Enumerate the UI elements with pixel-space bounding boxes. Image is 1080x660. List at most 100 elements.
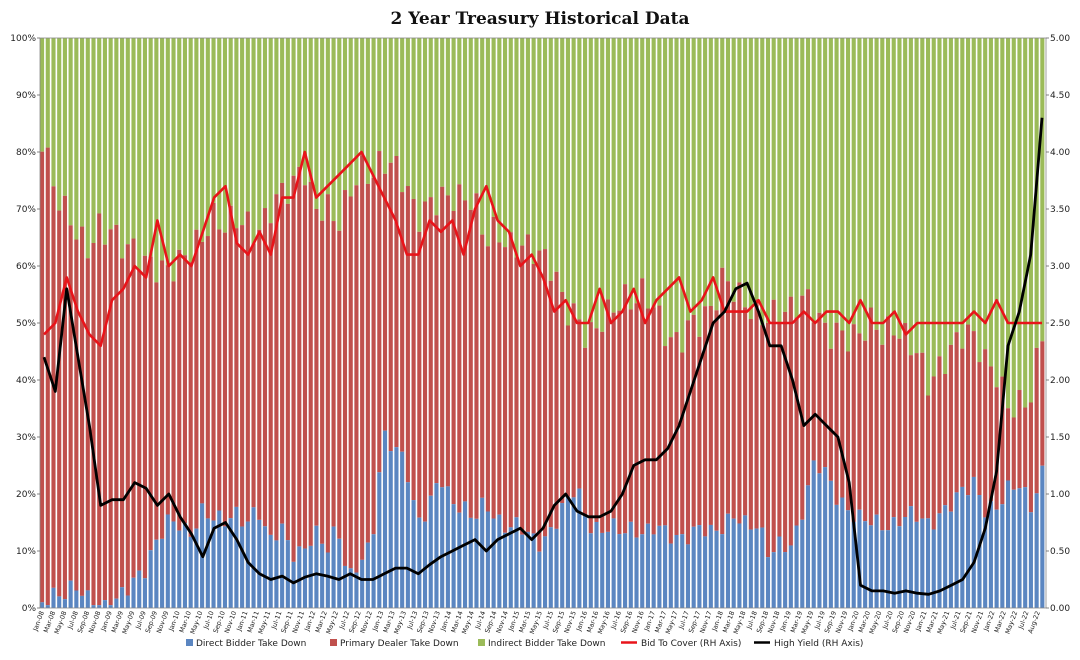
dealer-bar: [651, 307, 656, 535]
direct-bar: [994, 509, 999, 608]
direct-bar: [645, 523, 651, 608]
direct-bar: [857, 509, 862, 608]
indirect-bar: [102, 38, 107, 245]
direct-bar: [417, 517, 422, 608]
legend-label: High Yield (RH Axis): [774, 639, 863, 649]
indirect-bar: [920, 38, 925, 353]
indirect-bar: [937, 38, 942, 357]
direct-bar: [885, 530, 891, 608]
direct-bar: [840, 497, 845, 608]
indirect-bar: [588, 38, 593, 323]
direct-bar: [954, 492, 959, 608]
dealer-bar: [908, 355, 913, 507]
dealer-bar: [605, 299, 610, 532]
dealer-bar: [628, 309, 633, 522]
direct-bar: [908, 506, 913, 608]
indirect-bar: [245, 38, 250, 212]
indirect-bar: [97, 38, 102, 214]
direct-bar: [137, 570, 142, 608]
direct-bar: [874, 514, 879, 608]
dealer-bar: [697, 336, 702, 526]
indirect-bar: [971, 38, 976, 332]
indirect-bar: [645, 38, 651, 309]
indirect-bar: [257, 38, 262, 230]
dealer-bar: [960, 348, 965, 487]
direct-bar: [97, 605, 102, 608]
dealer-bar: [302, 185, 308, 549]
indirect-bar: [1005, 38, 1011, 409]
direct-bar: [217, 510, 222, 608]
dealer-bar: [502, 247, 508, 533]
dealer-bar: [594, 328, 599, 522]
dealer-bar: [765, 322, 771, 558]
indirect-bar: [994, 38, 999, 388]
indirect-bar: [605, 38, 610, 300]
indirect-bar: [845, 38, 851, 352]
dealer-bar: [422, 201, 428, 522]
direct-bar: [297, 546, 302, 608]
direct-bar: [194, 528, 199, 608]
direct-bar: [514, 517, 519, 608]
indirect-bar: [828, 38, 833, 349]
direct-bar: [931, 529, 936, 608]
dealer-bar: [1034, 347, 1039, 494]
dealer-bar: [411, 198, 416, 501]
dealer-bar: [102, 244, 107, 601]
indirect-bar: [1023, 38, 1028, 408]
direct-bar: [280, 523, 285, 608]
indirect-bar: [794, 38, 799, 318]
direct-bar: [703, 536, 708, 608]
indirect-bar: [308, 38, 313, 183]
direct-bar: [234, 506, 239, 608]
dealer-bar: [954, 332, 959, 493]
direct-bar: [434, 483, 439, 608]
indirect-bar: [1011, 38, 1016, 418]
indirect-bar: [674, 38, 679, 333]
legend-label: Direct Bidder Take Down: [196, 639, 306, 649]
indirect-bar: [314, 38, 319, 209]
dealer-bar: [971, 331, 976, 477]
indirect-bar: [1028, 38, 1033, 403]
indirect-bar: [377, 38, 382, 152]
direct-bar: [57, 596, 62, 608]
indirect-bar: [80, 38, 85, 227]
indirect-bar: [668, 38, 673, 338]
dealer-bar: [685, 320, 691, 545]
direct-bar: [914, 521, 919, 608]
dealer-bar: [342, 190, 348, 566]
dealer-bar: [108, 229, 113, 606]
direct-bar: [371, 534, 376, 608]
indirect-bar: [365, 38, 370, 184]
indirect-bar: [874, 38, 879, 330]
indirect-bar: [234, 38, 239, 229]
dealer-bar: [91, 242, 96, 606]
indirect-bar: [160, 38, 165, 261]
indirect-bar: [120, 38, 125, 259]
indirect-bar: [302, 38, 308, 186]
dealer-bar: [863, 340, 868, 522]
indirect-bar: [885, 38, 891, 317]
direct-bar: [1040, 465, 1045, 608]
direct-bar: [965, 495, 971, 608]
direct-bar: [977, 495, 982, 608]
left-tick-label: 30%: [16, 433, 36, 443]
dealer-bar: [777, 322, 782, 537]
indirect-bar: [640, 38, 645, 279]
indirect-bar: [548, 38, 553, 281]
direct-bar: [845, 510, 851, 608]
indirect-bar: [583, 38, 588, 348]
dealer-bar: [588, 322, 593, 534]
indirect-bar: [502, 38, 508, 248]
dealer-bar: [794, 317, 799, 526]
direct-bar: [508, 527, 513, 608]
direct-bar: [920, 518, 925, 608]
direct-bar: [120, 587, 125, 608]
left-tick-label: 50%: [16, 319, 36, 329]
indirect-bar: [948, 38, 953, 345]
direct-bar: [823, 467, 828, 608]
direct-bar: [1017, 488, 1022, 608]
dealer-bar: [885, 316, 891, 531]
dealer-bar: [788, 296, 793, 546]
indirect-bar: [817, 38, 822, 313]
indirect-bar: [320, 38, 325, 221]
